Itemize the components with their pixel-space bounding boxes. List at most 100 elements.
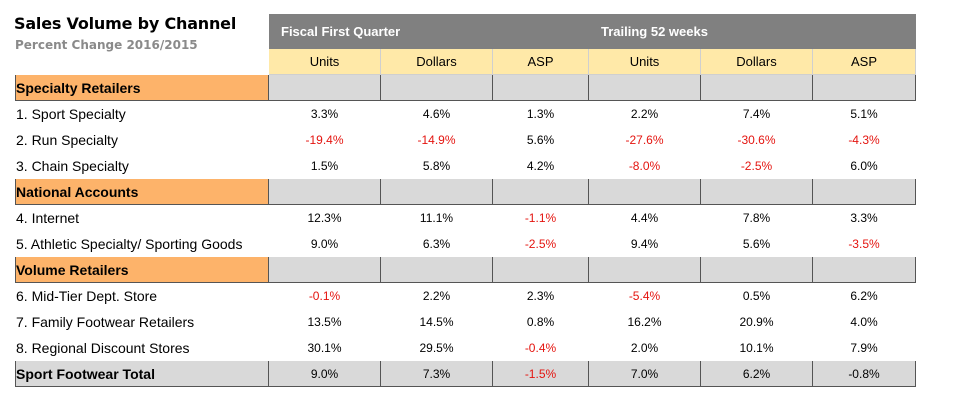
value-cell: 7.4% (742, 106, 771, 121)
value-cell: 7.9% (850, 340, 878, 355)
section-fill-cell (492, 178, 589, 205)
total-label: Sport Footwear Total (15, 360, 269, 387)
value-cell: 6.2% (850, 288, 878, 303)
total-value-cell: 7.0% (588, 360, 701, 387)
section-row: Specialty Retailers (15, 74, 916, 101)
value-cell: -19.4% (305, 132, 344, 147)
value-cell: 5.6% (526, 132, 555, 147)
value-cell: 4.0% (850, 314, 878, 329)
section-fill-cell (268, 256, 381, 283)
value-cell: 5.8% (422, 158, 451, 173)
value-cell: 3.3% (850, 210, 878, 225)
value-cell: 9.4% (630, 236, 659, 251)
value-cell: -0.4% (524, 340, 557, 355)
value-cell: 11.1% (419, 210, 454, 225)
total-value-cell: -1.5% (492, 360, 589, 387)
section-fill-cell (588, 74, 701, 101)
value-cell: 12.3% (307, 210, 342, 225)
value-cell: 1.5% (310, 158, 339, 173)
row-label: 8. Regional Discount Stores (16, 339, 190, 356)
section-fill-cell (380, 74, 493, 101)
value-cell: 4.2% (526, 158, 555, 173)
column-header-asp: ASP (492, 48, 589, 75)
row-label: 5. Athletic Specialty/ Sporting Goods (16, 235, 243, 252)
table-row: 8. Regional Discount Stores 30.1% 29.5% -0.… (16, 335, 916, 361)
table-row: 1. Sport Specialty 3.3% 4.6% 1.3% 2.2% 7.4% 5.… (16, 101, 916, 127)
column-header-dollars: Dollars (380, 48, 493, 75)
sales-table: Fiscal First Quarter Trailing 52 weeks Uni… (15, 14, 916, 387)
row-label: 6. Mid-Tier Dept. Store (16, 287, 158, 304)
section-fill-cell (380, 256, 493, 283)
section-fill-cell (700, 256, 813, 283)
column-header-asp: ASP (812, 48, 916, 75)
value-cell: 5.1% (850, 106, 878, 121)
section-fill-cell (492, 256, 589, 283)
value-cell: -30.6% (737, 132, 776, 147)
title-spacer-cell (16, 15, 269, 49)
row-label: 1. Sport Specialty (16, 105, 126, 122)
value-cell: 4.6% (422, 106, 451, 121)
value-cell: 9.0% (310, 236, 339, 251)
column-header-units: Units (588, 48, 701, 75)
row-label: 4. Internet (16, 209, 80, 226)
section-row: National Accounts (15, 178, 916, 205)
section-fill-cell (700, 178, 813, 205)
value-cell: 5.6% (742, 236, 771, 251)
total-row: Sport Footwear Total 9.0% 7.3% -1.5% 7.0% 6.2… (15, 360, 916, 387)
section-label: National Accounts (15, 178, 269, 205)
table-row: 7. Family Footwear Retailers 13.5% 14.5% 0.… (16, 309, 916, 335)
value-cell: 0.8% (526, 314, 555, 329)
section-row: Volume Retailers (15, 256, 916, 283)
value-cell: 14.5% (419, 314, 454, 329)
value-cell: 0.5% (742, 288, 771, 303)
value-cell: 2.3% (526, 288, 555, 303)
row-label: 7. Family Footwear Retailers (16, 313, 195, 330)
value-cell: -5.4% (628, 288, 661, 303)
value-cell: 13.5% (307, 314, 342, 329)
section-fill-cell (812, 256, 916, 283)
value-cell: 16.2% (627, 314, 662, 329)
value-cell: 2.2% (422, 288, 451, 303)
section-fill-cell (492, 74, 589, 101)
section-label: Specialty Retailers (15, 74, 269, 101)
total-value-cell: 9.0% (268, 360, 381, 387)
table-row: 5. Athletic Specialty/ Sporting Goods 9.0… (16, 231, 916, 257)
value-cell: 6.0% (850, 158, 878, 173)
value-cell: 30.1% (307, 340, 342, 355)
sheet-subtitle: Percent Change 2016/2015 (15, 38, 198, 52)
total-value-cell: -0.8% (812, 360, 916, 387)
section-fill-cell (812, 178, 916, 205)
value-cell: -1.1% (524, 210, 557, 225)
value-cell: -3.5% (848, 236, 880, 251)
value-cell: -14.9% (417, 132, 456, 147)
value-cell: -2.5% (524, 236, 557, 251)
section-fill-cell (380, 178, 493, 205)
table-row: 6. Mid-Tier Dept. Store -0.1% 2.2% 2.3% -5.4… (16, 283, 916, 309)
value-cell: -0.1% (308, 288, 341, 303)
group-header-row: Fiscal First Quarter Trailing 52 weeks (16, 14, 916, 49)
table-row: 3. Chain Specialty 1.5% 5.8% 4.2% -8.0% -2.5%… (16, 153, 916, 179)
value-cell: 3.3% (310, 106, 339, 121)
column-header-units: Units (268, 48, 381, 75)
sheet-title: Sales Volume by Channel (14, 14, 237, 33)
section-label: Volume Retailers (15, 256, 269, 283)
section-fill-cell (268, 74, 381, 101)
group-header-fiscal-first-quarter: Fiscal First Quarter (268, 14, 589, 49)
value-cell: 1.3% (526, 106, 555, 121)
section-fill-cell (700, 74, 813, 101)
section-fill-cell (268, 178, 381, 205)
value-cell: 7.8% (742, 210, 771, 225)
group-header-trailing-52-weeks: Trailing 52 weeks (588, 14, 916, 49)
row-label: 2. Run Specialty (16, 131, 118, 148)
table-row: 4. Internet 12.3% 11.1% -1.1% 4.4% 7.8% 3.3% (16, 205, 916, 231)
value-cell: 2.2% (630, 106, 659, 121)
row-label: 3. Chain Specialty (16, 157, 129, 174)
subtitle-spacer-cell (16, 49, 269, 75)
section-fill-cell (812, 74, 916, 101)
table-row: 2. Run Specialty -19.4% -14.9% 5.6% -27.6% -3… (16, 127, 916, 153)
column-header-dollars: Dollars (700, 48, 813, 75)
value-cell: 2.0% (630, 340, 659, 355)
value-cell: 6.3% (422, 236, 451, 251)
section-fill-cell (588, 256, 701, 283)
section-fill-cell (588, 178, 701, 205)
